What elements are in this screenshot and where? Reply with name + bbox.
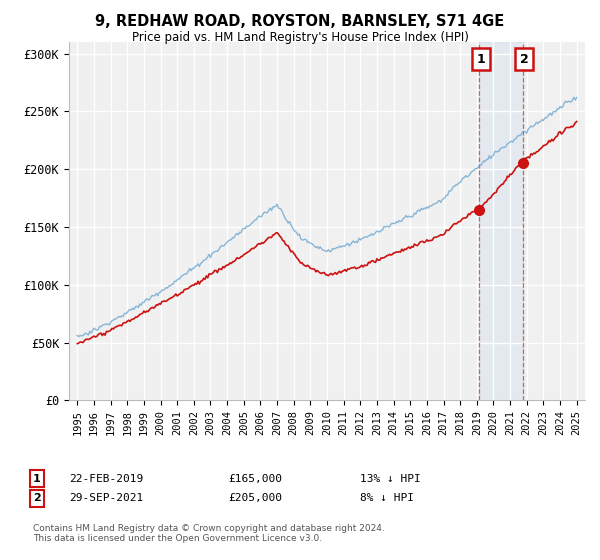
Text: 2: 2 xyxy=(33,493,41,503)
Text: 1: 1 xyxy=(476,53,485,66)
Bar xyxy=(479,42,523,400)
Text: 29-SEP-2021: 29-SEP-2021 xyxy=(69,493,143,503)
Text: 22-FEB-2019: 22-FEB-2019 xyxy=(69,474,143,484)
Text: 8% ↓ HPI: 8% ↓ HPI xyxy=(360,493,414,503)
Text: Contains HM Land Registry data © Crown copyright and database right 2024.
This d: Contains HM Land Registry data © Crown c… xyxy=(33,524,385,543)
Text: 9, REDHAW ROAD, ROYSTON, BARNSLEY, S71 4GE: 9, REDHAW ROAD, ROYSTON, BARNSLEY, S71 4… xyxy=(95,14,505,29)
Text: Price paid vs. HM Land Registry's House Price Index (HPI): Price paid vs. HM Land Registry's House … xyxy=(131,31,469,44)
Text: 2: 2 xyxy=(520,53,529,66)
Text: 1: 1 xyxy=(33,474,41,484)
Text: 13% ↓ HPI: 13% ↓ HPI xyxy=(360,474,421,484)
Text: £165,000: £165,000 xyxy=(228,474,282,484)
Text: £205,000: £205,000 xyxy=(228,493,282,503)
